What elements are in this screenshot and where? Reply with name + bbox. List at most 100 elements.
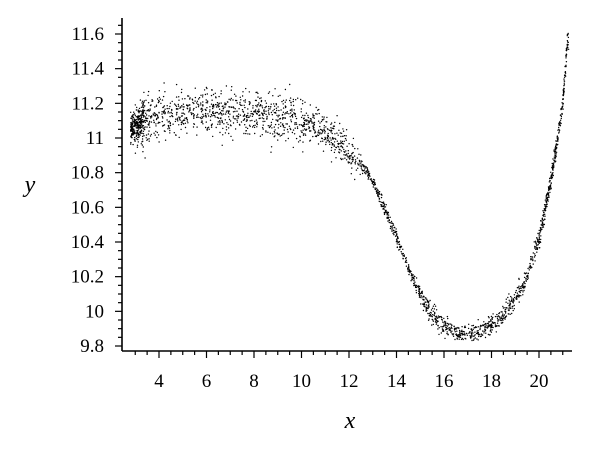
data-point xyxy=(565,54,568,56)
data-point xyxy=(234,118,236,120)
data-point xyxy=(433,308,436,310)
data-point xyxy=(528,269,530,271)
data-point xyxy=(473,327,475,329)
data-point xyxy=(316,113,318,115)
data-point xyxy=(422,309,425,312)
data-point xyxy=(374,187,376,189)
data-point xyxy=(201,109,203,112)
data-point xyxy=(546,199,548,201)
data-point xyxy=(330,123,332,126)
data-point xyxy=(323,125,325,127)
data-point xyxy=(157,101,160,104)
data-point xyxy=(221,144,223,146)
data-point xyxy=(252,107,254,109)
data-point xyxy=(504,312,507,314)
data-point xyxy=(554,151,556,154)
data-point xyxy=(209,109,211,111)
data-point xyxy=(555,153,557,155)
data-point xyxy=(543,223,546,226)
data-point xyxy=(281,114,284,116)
data-point xyxy=(168,107,170,110)
data-point xyxy=(563,85,565,87)
data-point xyxy=(212,107,214,110)
data-point xyxy=(402,252,404,255)
data-point xyxy=(472,324,475,327)
data-point xyxy=(415,285,417,288)
data-point xyxy=(206,87,208,90)
data-point xyxy=(214,116,216,118)
data-point xyxy=(156,98,159,100)
data-point xyxy=(367,172,370,174)
data-point xyxy=(399,246,402,249)
data-point xyxy=(563,82,565,84)
data-point xyxy=(254,124,256,127)
data-point xyxy=(484,328,486,330)
data-point xyxy=(207,113,209,115)
data-point xyxy=(305,112,308,114)
data-point xyxy=(182,122,184,125)
data-point xyxy=(494,315,497,318)
data-point xyxy=(133,131,135,133)
data-point xyxy=(327,138,329,140)
data-point xyxy=(258,108,260,111)
data-point xyxy=(475,332,478,335)
data-point xyxy=(134,130,136,132)
data-point xyxy=(412,276,415,279)
data-point xyxy=(277,119,279,121)
data-point xyxy=(508,309,510,311)
data-point xyxy=(260,97,262,99)
data-point xyxy=(437,320,439,322)
data-point xyxy=(531,256,534,258)
data-point xyxy=(181,112,183,114)
data-point xyxy=(230,97,232,100)
data-point xyxy=(401,253,403,255)
data-point xyxy=(395,228,397,230)
data-point xyxy=(270,121,273,124)
data-point xyxy=(154,134,156,136)
data-point xyxy=(432,305,435,307)
data-point xyxy=(278,114,280,117)
data-point xyxy=(132,117,135,119)
data-point xyxy=(243,100,245,102)
data-point xyxy=(515,298,518,300)
data-point xyxy=(538,229,540,232)
data-point xyxy=(567,32,569,35)
data-point xyxy=(408,268,410,270)
data-point xyxy=(220,90,222,92)
data-point xyxy=(206,102,209,104)
data-point xyxy=(293,133,296,135)
data-point xyxy=(136,123,138,125)
data-point xyxy=(158,96,161,99)
data-point xyxy=(442,321,444,323)
data-point xyxy=(421,297,423,299)
data-point xyxy=(261,117,263,119)
data-point xyxy=(156,114,158,116)
data-point xyxy=(327,135,329,137)
data-point xyxy=(230,125,232,127)
data-point xyxy=(141,124,143,127)
data-point xyxy=(142,107,145,109)
data-point xyxy=(215,97,217,99)
data-point xyxy=(229,113,231,115)
data-point xyxy=(512,301,514,303)
data-point xyxy=(335,138,337,140)
data-point xyxy=(139,115,141,117)
data-point xyxy=(196,115,198,117)
data-point xyxy=(340,142,343,144)
data-point xyxy=(456,337,458,339)
data-point xyxy=(153,114,155,116)
data-point xyxy=(342,130,345,132)
data-point xyxy=(163,110,165,113)
data-point xyxy=(365,166,367,168)
data-point xyxy=(204,93,207,96)
data-point xyxy=(538,234,541,236)
data-point xyxy=(300,111,302,113)
data-point xyxy=(187,95,189,97)
data-point xyxy=(434,312,436,315)
data-point xyxy=(285,106,287,108)
data-point xyxy=(376,191,378,193)
x-ticks: 4 6 8 10 12 14 16 18 20 xyxy=(134,351,564,392)
data-point xyxy=(192,101,194,104)
data-point xyxy=(330,139,332,141)
data-point xyxy=(471,336,473,338)
